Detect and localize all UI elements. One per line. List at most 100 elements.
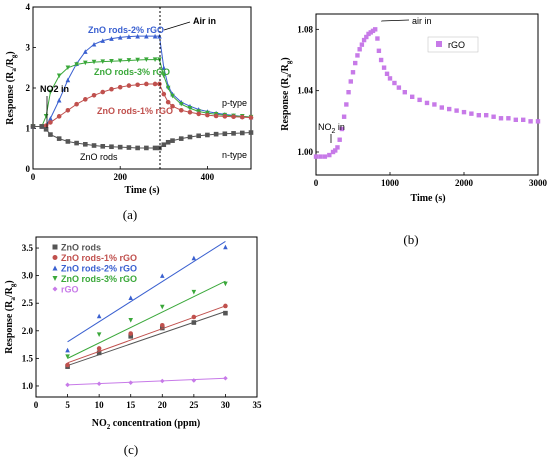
data-point-rgo: [498, 116, 504, 121]
data-point-rgo: [387, 76, 393, 81]
data-point-zno-rods-3-rgo: [128, 318, 134, 323]
legend-marker-zno-rods-1-rgo: [52, 255, 58, 260]
data-point-zno-rods: [248, 130, 254, 135]
series-label-zno: ZnO rods: [80, 152, 118, 162]
y-tick-label: 1.00: [297, 147, 313, 157]
air-in-annotation: Air in: [193, 16, 216, 26]
x-tick-label: 10: [95, 400, 105, 410]
data-point-zno-rods: [91, 143, 97, 148]
data-point-zno-rods-3-rgo: [91, 59, 97, 65]
data-point-zno-rods: [128, 334, 134, 339]
ticks-c: 0 5 10 15 20 25 30 35 1.0 1.5 2.0 2.5 3.0 3.5: [22, 243, 262, 410]
x-tick-label: 200: [113, 172, 127, 182]
data-point-rgo: [368, 30, 373, 35]
data-point-zno-rods-1-rgo: [222, 114, 228, 119]
data-point-zno-rods-3-rgo: [56, 73, 62, 79]
y-tick-label: 2.0: [22, 326, 34, 336]
panel-label-a: (a): [123, 207, 137, 222]
data-point-rgo: [447, 106, 452, 112]
x-tick-label: 3000: [529, 178, 548, 188]
data-point-rgo: [353, 60, 358, 66]
legend-marker-rgo: [436, 41, 442, 47]
data-point-rgo: [375, 36, 380, 41]
legend-label-rgo: rGO: [61, 285, 79, 295]
legend-marker-rgo: [52, 286, 58, 292]
data-point-zno-rods-1-rgo: [109, 86, 114, 92]
data-point-zno-rods-1-rgo: [178, 107, 184, 113]
ticks-a: 0 200 400 0 1 2 3 4: [26, 2, 215, 182]
y-tick-label: 2: [26, 83, 31, 93]
y-axis-label-a: Response (Ra/Rg): [5, 51, 18, 124]
legend-marker-zno-rods-2-rgo: [52, 265, 58, 271]
y-tick-label: 0: [26, 164, 31, 174]
data-point-rgo: [327, 152, 332, 158]
n-type-label: n-type: [222, 150, 247, 160]
data-point-zno-rods-2-rgo: [223, 244, 228, 250]
data-point-rgo: [528, 119, 533, 124]
data-point-rgo: [392, 80, 397, 86]
panel-c: (c) NO2 concentration (ppm) Response (Ra…: [4, 236, 262, 457]
data-point-rgo: [521, 117, 526, 122]
data-point-rgo: [348, 79, 353, 84]
data-point-rgo: [373, 27, 378, 32]
data-point-zno-rods: [187, 134, 193, 140]
data-point-zno-rods-2-rgo: [83, 49, 88, 54]
x-tick-label: 1000: [381, 178, 400, 188]
data-point-zno-rods-3-rgo: [152, 57, 158, 62]
data-point-rgo: [432, 102, 437, 107]
data-point-rgo: [355, 53, 360, 58]
data-point-zno-rods-3-rgo: [223, 281, 228, 287]
data-point-rgo: [384, 71, 390, 76]
data-point-zno-rods-3-rgo: [65, 354, 70, 360]
data-point-zno-rods-2-rgo: [144, 33, 149, 39]
series-line-zno-rods: [33, 125, 252, 149]
air-in-arrow: [163, 21, 191, 31]
data-point-rgo: [357, 47, 362, 52]
data-point-zno-rods: [48, 132, 53, 137]
data-point-zno-rods: [239, 130, 245, 136]
fit-line-zno-rods: [67, 311, 226, 367]
data-point-rgo: [402, 90, 407, 95]
data-point-zno-rods-2-rgo: [65, 77, 71, 83]
data-point-zno-rods-1-rgo: [128, 331, 134, 336]
data-point-zno-rods: [152, 145, 158, 151]
data-point-zno-rods-2-rgo: [91, 41, 97, 47]
x-tick-label: 2000: [455, 178, 474, 188]
data-point-zno-rods-3-rgo: [191, 289, 197, 295]
data-point-zno-rods-3-rgo: [126, 58, 132, 63]
data-point-zno-rods: [74, 140, 79, 146]
data-point-zno-rods-3-rgo: [83, 60, 88, 66]
x-tick-label: 15: [126, 400, 136, 410]
data-point-rgo: [454, 108, 459, 113]
y-tick-label: 2.5: [22, 298, 34, 308]
data-point-rgo: [364, 34, 369, 40]
data-point-rgo: [333, 148, 338, 153]
data-point-zno-rods-3-rgo: [161, 73, 167, 79]
data-point-zno-rods: [178, 136, 184, 141]
data-point-zno-rods-1-rgo: [96, 346, 102, 351]
air-in-arrow-b: [380, 19, 410, 22]
x-axis-label-c: NO2 concentration (ppm): [92, 418, 201, 431]
data-point-rgo: [361, 37, 367, 43]
data-point-zno-rods-3-rgo: [109, 58, 114, 64]
legend-box-b: [427, 36, 479, 53]
data-point-zno-rods-3-rgo: [100, 59, 106, 64]
data-point-rgo: [378, 57, 384, 63]
x-axis-label-a: Time (s): [124, 185, 159, 196]
data-point-zno-rods: [205, 132, 210, 138]
fit-line-zno-rods-1-rgo: [67, 305, 226, 364]
y-tick-label: 1.5: [22, 353, 34, 363]
x-tick-label: 30: [221, 400, 231, 410]
legend-label-zno-rods-3-rgo: ZnO rods-3% rGO: [61, 274, 137, 284]
data-point-zno-rods-2-rgo: [117, 35, 123, 40]
data-point-zno-rods: [39, 124, 45, 129]
data-point-zno-rods-2-rgo: [161, 65, 167, 71]
data-point-zno-rods-2-rgo: [109, 36, 114, 41]
fit-line-zno-rods-3-rgo: [67, 280, 226, 359]
data-point-zno-rods: [56, 136, 62, 141]
data-point-rgo: [335, 145, 340, 150]
data-point-zno-rods-1-rgo: [187, 110, 193, 115]
data-point-rgo: [313, 154, 319, 159]
data-point-zno-rods-3-rgo: [117, 58, 123, 64]
